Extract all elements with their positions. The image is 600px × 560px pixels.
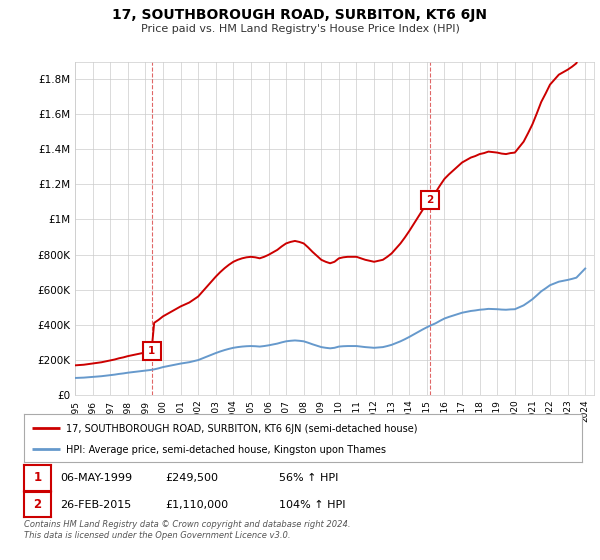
Text: 104% ↑ HPI: 104% ↑ HPI [279, 500, 346, 510]
Text: 26-FEB-2015: 26-FEB-2015 [60, 500, 131, 510]
Text: £1,110,000: £1,110,000 [165, 500, 228, 510]
Text: 2: 2 [426, 195, 433, 205]
Text: £249,500: £249,500 [165, 473, 218, 483]
Text: 1: 1 [34, 471, 41, 484]
Text: 56% ↑ HPI: 56% ↑ HPI [279, 473, 338, 483]
Text: 06-MAY-1999: 06-MAY-1999 [60, 473, 132, 483]
Text: 17, SOUTHBOROUGH ROAD, SURBITON, KT6 6JN: 17, SOUTHBOROUGH ROAD, SURBITON, KT6 6JN [113, 8, 487, 22]
Text: 2: 2 [34, 498, 41, 511]
Text: Contains HM Land Registry data © Crown copyright and database right 2024.
This d: Contains HM Land Registry data © Crown c… [24, 520, 350, 540]
Text: HPI: Average price, semi-detached house, Kingston upon Thames: HPI: Average price, semi-detached house,… [66, 445, 386, 455]
Text: Price paid vs. HM Land Registry's House Price Index (HPI): Price paid vs. HM Land Registry's House … [140, 24, 460, 34]
Text: 17, SOUTHBOROUGH ROAD, SURBITON, KT6 6JN (semi-detached house): 17, SOUTHBOROUGH ROAD, SURBITON, KT6 6JN… [66, 424, 418, 433]
Text: 1: 1 [148, 346, 155, 356]
